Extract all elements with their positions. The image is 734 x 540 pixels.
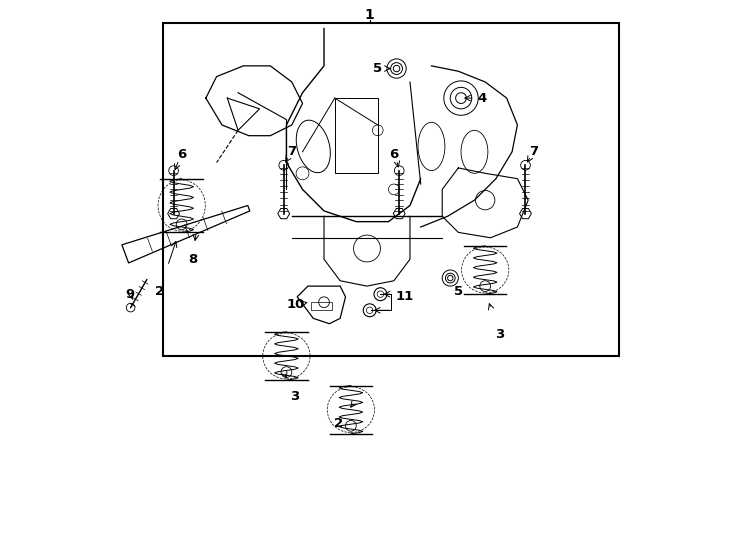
- Text: 1: 1: [365, 8, 374, 22]
- Text: 5: 5: [454, 285, 463, 298]
- Text: 4: 4: [478, 92, 487, 105]
- Bar: [163, 23, 619, 356]
- Text: 10: 10: [287, 299, 305, 312]
- Text: 7: 7: [287, 145, 297, 158]
- Text: 7: 7: [529, 145, 538, 158]
- Text: 8: 8: [188, 253, 197, 266]
- Bar: [335, 98, 378, 173]
- Bar: [310, 302, 332, 310]
- Text: 3: 3: [290, 390, 299, 403]
- Text: 9: 9: [125, 288, 134, 301]
- Text: 2: 2: [334, 416, 343, 430]
- Text: 2: 2: [155, 285, 164, 298]
- Text: 6: 6: [389, 148, 399, 161]
- Text: 5: 5: [373, 62, 382, 75]
- Text: 11: 11: [396, 291, 414, 303]
- Text: 3: 3: [495, 328, 504, 341]
- Text: 6: 6: [177, 148, 186, 161]
